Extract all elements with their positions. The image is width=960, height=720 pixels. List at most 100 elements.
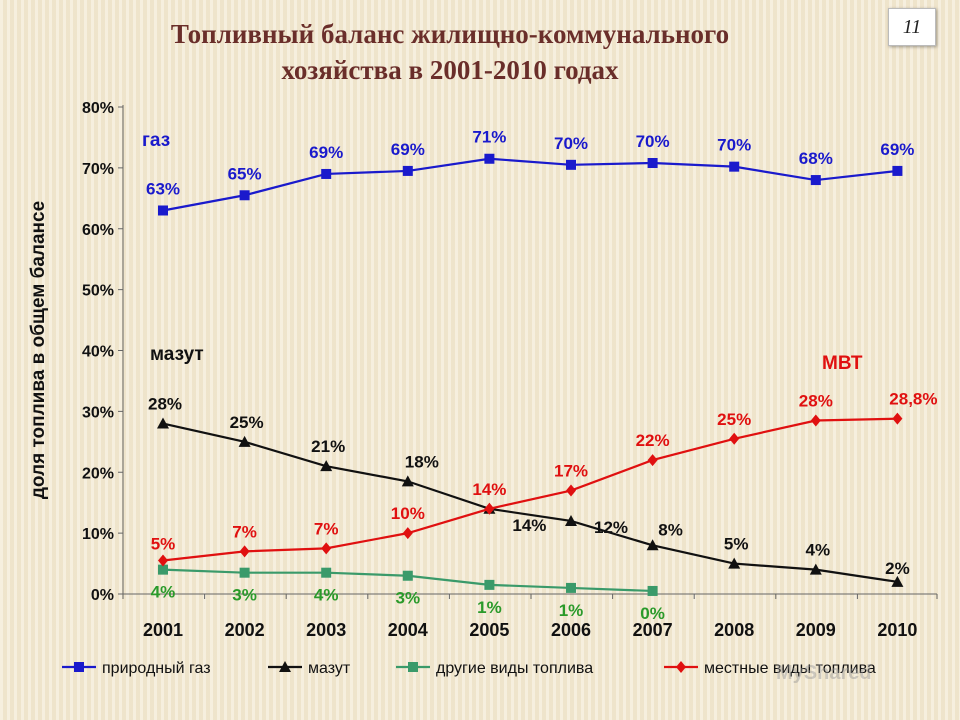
other-point [158, 564, 168, 575]
gas-series-line [162, 157, 898, 212]
x-tick-label: 2004 [388, 620, 428, 640]
mazut-point [238, 435, 251, 447]
gas-data-label: 70% [554, 134, 588, 153]
gas-point [484, 153, 495, 164]
series-annotation-gas: газ [142, 130, 170, 151]
mazut-point [728, 557, 741, 569]
local-data-label: 17% [554, 462, 588, 481]
local-data-label: 7% [232, 522, 257, 541]
local-data-label: 28% [799, 392, 833, 411]
local-data-label: 10% [391, 504, 425, 523]
local-data-label: 5% [151, 535, 176, 554]
other-point [484, 579, 495, 590]
mazut-data-label: 5% [724, 535, 749, 554]
x-tick-label: 2003 [306, 620, 346, 640]
gas-point [321, 168, 332, 179]
gas-point [239, 190, 250, 201]
title-line-2: хозяйства в 2001-2010 годах [281, 55, 619, 85]
local-data-label: 25% [717, 410, 751, 429]
local-point [484, 502, 495, 515]
mazut-point [646, 539, 659, 551]
gas-data-label: 69% [391, 140, 425, 159]
mazut-series-line [162, 422, 898, 583]
x-tick-label: 2002 [225, 620, 265, 640]
local-data-label: 28,8% [889, 390, 937, 409]
y-tick-label: 10% [82, 526, 114, 543]
mazut-point [157, 417, 169, 429]
y-axis-title: доля топлива в общем балансе [28, 201, 49, 499]
gas-data-label: 71% [472, 128, 506, 147]
gas-data-label: 63% [146, 179, 180, 198]
other-point [647, 585, 658, 596]
x-tick-label: 2006 [551, 620, 591, 640]
gas-point [402, 165, 413, 176]
other-data-label: 3% [232, 586, 257, 605]
gas-data-label: 68% [799, 149, 833, 168]
other-data-label: 1% [559, 601, 584, 620]
local-point [810, 414, 821, 427]
legend-label: мазут [308, 660, 351, 677]
legend-marker [74, 662, 84, 672]
gas-point [810, 175, 821, 186]
mazut-point [401, 475, 414, 487]
local-point [239, 545, 250, 558]
legend-label: природный газ [102, 660, 211, 677]
y-tick-label: 80% [82, 100, 114, 117]
gas-point [566, 159, 576, 170]
slide-title: Топливный баланс жилищно-коммунального х… [100, 16, 800, 88]
slide-number: 11 [888, 8, 936, 46]
local-point [158, 554, 168, 567]
gas-data-label: 65% [228, 164, 262, 183]
y-tick-label: 70% [82, 161, 114, 178]
y-tick-label: 20% [82, 465, 114, 482]
local-data-label: 22% [636, 431, 670, 450]
other-data-label: 3% [396, 589, 421, 608]
mazut-point [320, 460, 333, 472]
mazut-point [809, 563, 822, 575]
gas-data-label: 70% [636, 132, 670, 151]
mazut-data-label: 2% [885, 559, 910, 578]
mazut-data-label: 25% [230, 413, 264, 432]
mazut-data-label: 14% [512, 516, 546, 535]
local-data-label: 14% [472, 480, 506, 499]
other-point [402, 570, 413, 581]
local-series-line [162, 417, 898, 562]
mazut-point [565, 514, 577, 526]
legend-marker [279, 661, 291, 672]
x-tick-label: 2010 [877, 620, 917, 640]
x-tick-label: 2005 [469, 620, 509, 640]
x-tick-label: 2009 [796, 620, 836, 640]
other-data-label: 1% [477, 598, 502, 617]
x-tick-label: 2007 [633, 620, 673, 640]
gas-point [892, 165, 903, 176]
local-point [402, 527, 413, 540]
local-point [892, 412, 903, 425]
x-tick-label: 2008 [714, 620, 754, 640]
local-point [566, 484, 576, 497]
local-point [647, 454, 658, 467]
gas-data-label: 70% [717, 136, 751, 155]
mazut-data-label: 4% [806, 541, 831, 560]
series-annotation-mazut: мазут [150, 344, 204, 365]
y-tick-label: 40% [82, 344, 114, 361]
gas-data-label: 69% [880, 140, 914, 159]
legend-marker [676, 661, 686, 673]
x-tick-label: 2001 [143, 620, 183, 640]
y-tick-label: 30% [82, 404, 114, 421]
other-point [566, 582, 576, 593]
y-tick-label: 0% [91, 587, 114, 604]
mazut-data-label: 12% [594, 518, 628, 537]
gas-point [647, 158, 658, 169]
other-point [321, 567, 332, 578]
legend-marker [408, 662, 418, 672]
mazut-data-label: 28% [148, 395, 182, 414]
legend-label: другие виды топлива [436, 660, 593, 677]
other-data-label: 0% [640, 604, 665, 623]
other-data-label: 4% [151, 583, 176, 602]
watermark: MyShared [776, 662, 872, 684]
y-tick-label: 50% [82, 283, 114, 300]
gas-data-label: 69% [309, 143, 343, 162]
local-data-label: 7% [314, 519, 339, 538]
local-point [729, 432, 740, 445]
